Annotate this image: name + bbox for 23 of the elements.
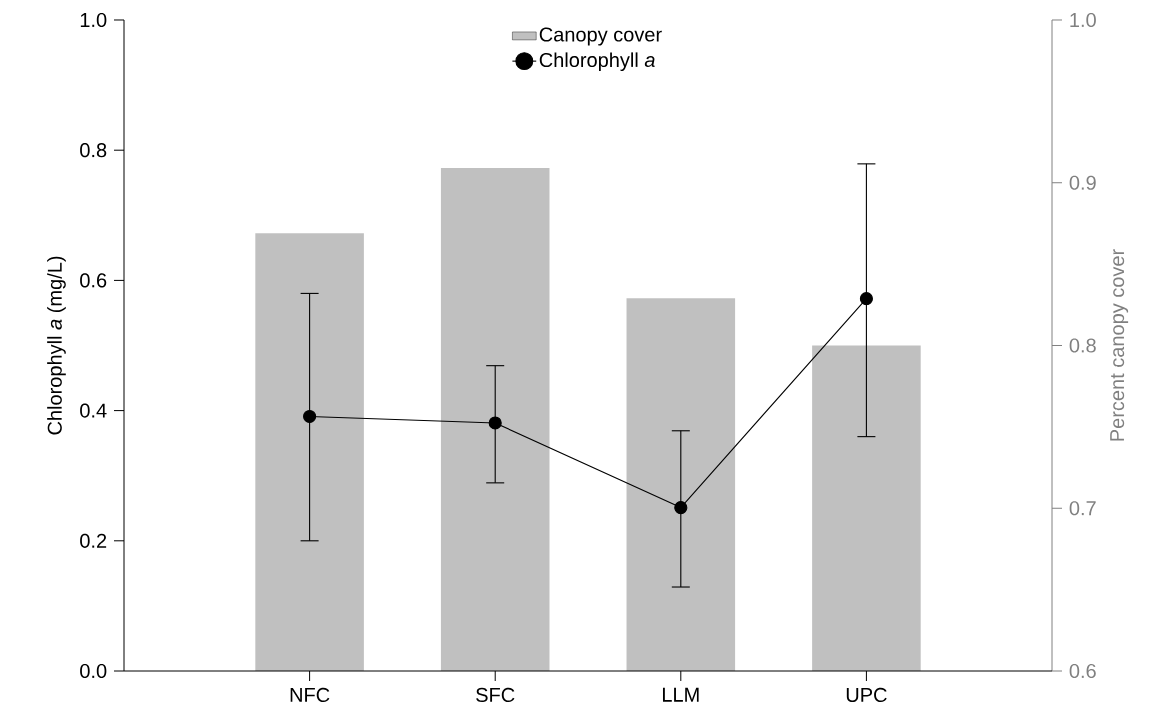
x-tick-label: NFC bbox=[290, 687, 330, 703]
y-tick-label: 0.8 bbox=[80, 143, 107, 158]
legend-label: Chlorophyll a bbox=[539, 52, 655, 72]
y2-tick-label: 0.6 bbox=[1069, 663, 1096, 679]
y-tick-label: 0.0 bbox=[80, 663, 107, 679]
y2-tick-label: 0.8 bbox=[1069, 338, 1096, 353]
x-tick-label: LLM bbox=[662, 687, 699, 702]
y-tick-label: 0.4 bbox=[80, 403, 107, 418]
y2-axis-title: Percent canopy cover bbox=[1110, 249, 1129, 441]
y-tick-label: 0.2 bbox=[80, 533, 107, 548]
x-tick-label: SFC bbox=[476, 687, 515, 703]
legend-label: Canopy cover bbox=[539, 27, 662, 46]
point bbox=[303, 409, 317, 424]
point bbox=[674, 501, 688, 515]
y-axis-title: Chlorophyll a (mg/L) bbox=[47, 256, 66, 435]
y2-tick-label: 0.7 bbox=[1069, 501, 1096, 516]
y2-tick-label: 0.9 bbox=[1069, 175, 1096, 190]
point bbox=[488, 416, 502, 430]
x-tick-label: UPC bbox=[846, 687, 887, 703]
point bbox=[859, 292, 873, 306]
y2-tick-label: 1.0 bbox=[1070, 12, 1096, 28]
y-tick-label: 0.6 bbox=[80, 273, 107, 288]
y-tick-label: 1.0 bbox=[80, 12, 107, 28]
